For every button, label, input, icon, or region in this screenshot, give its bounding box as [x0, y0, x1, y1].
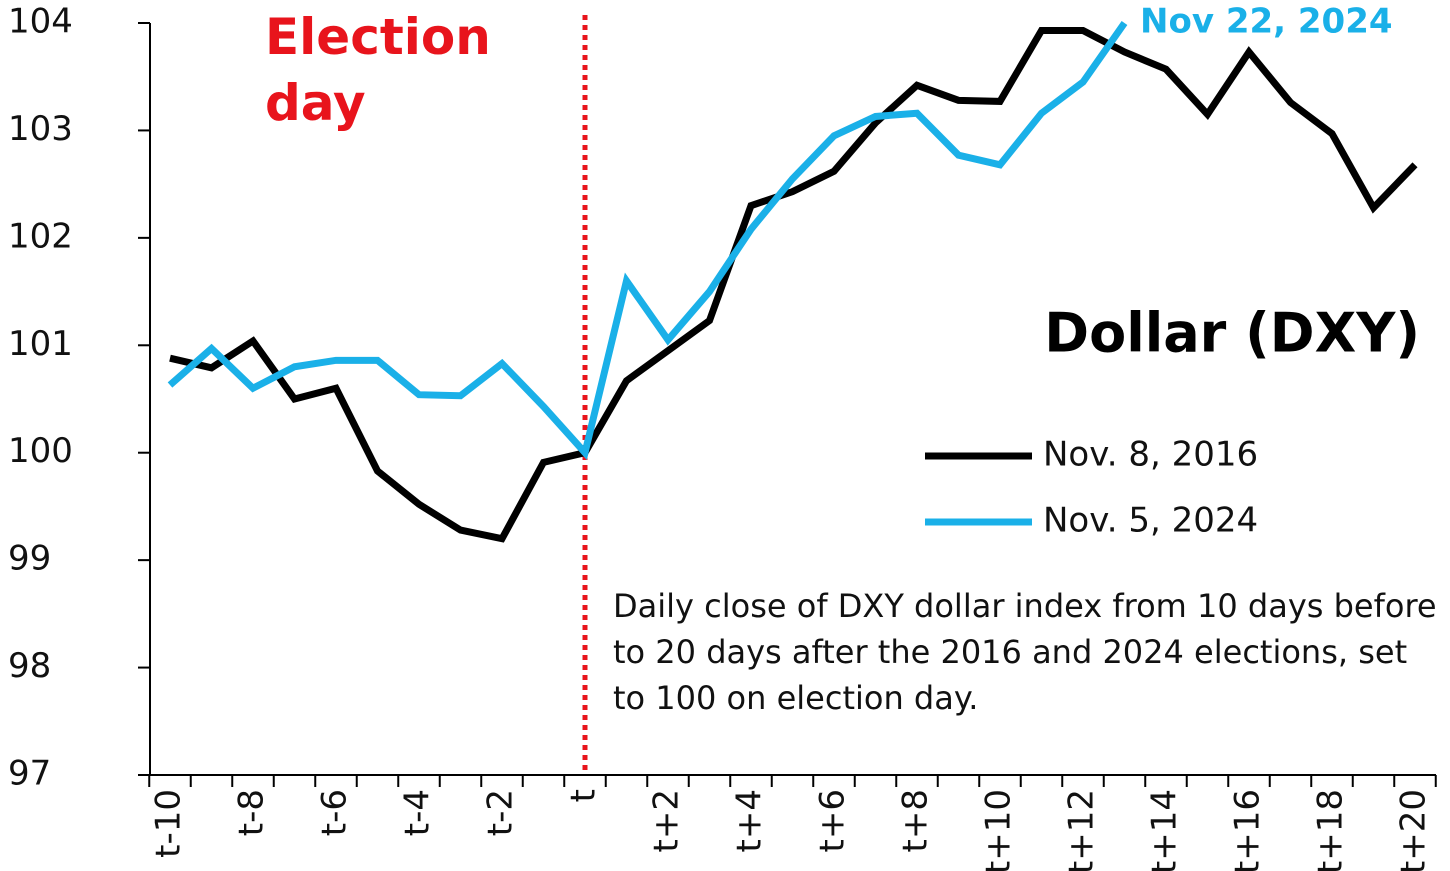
election-day-label: Election day	[265, 8, 491, 132]
x-tick-label: t-8	[232, 789, 272, 836]
x-tick-label: t+6	[813, 789, 853, 852]
x-tick-label: t+8	[896, 789, 936, 852]
y-tick-label: 102	[8, 216, 73, 256]
y-tick-label: 103	[8, 109, 73, 149]
x-tick-label: t+20	[1394, 789, 1434, 871]
x-tick-label: t-10	[149, 789, 189, 858]
y-tick-label: 97	[8, 754, 51, 794]
x-tick-label: t+16	[1228, 789, 1268, 871]
x-tick-label: t+18	[1311, 789, 1351, 871]
legend-label: Nov. 5, 2024	[1043, 501, 1258, 541]
chart-title: Dollar (DXY)	[1044, 302, 1420, 365]
x-tick-label: t+4	[730, 789, 770, 852]
x-tick-label: t+2	[647, 789, 687, 852]
x-tick-label: t-2	[481, 789, 521, 836]
series-line	[167, 20, 1128, 461]
x-tick-label: t-6	[315, 789, 355, 836]
end-label: Nov 22, 2024	[1140, 2, 1393, 42]
note: Daily close of DXY dollar index from 10 …	[613, 587, 1437, 717]
series-line	[169, 27, 1418, 543]
y-tick-label: 98	[8, 646, 51, 686]
x-tick-label: t-4	[398, 789, 438, 836]
y-tick-label: 99	[8, 539, 51, 579]
legend-label: Nov. 8, 2016	[1043, 435, 1258, 475]
x-tick-label: t	[564, 789, 604, 802]
y-tick-label: 101	[8, 324, 73, 364]
y-tick-label: 100	[8, 431, 73, 471]
x-tick-label: t+10	[979, 789, 1019, 871]
y-tick-label: 104	[8, 2, 73, 42]
x-tick-label: t+14	[1145, 789, 1185, 871]
x-tick-label: t+12	[1062, 789, 1102, 871]
